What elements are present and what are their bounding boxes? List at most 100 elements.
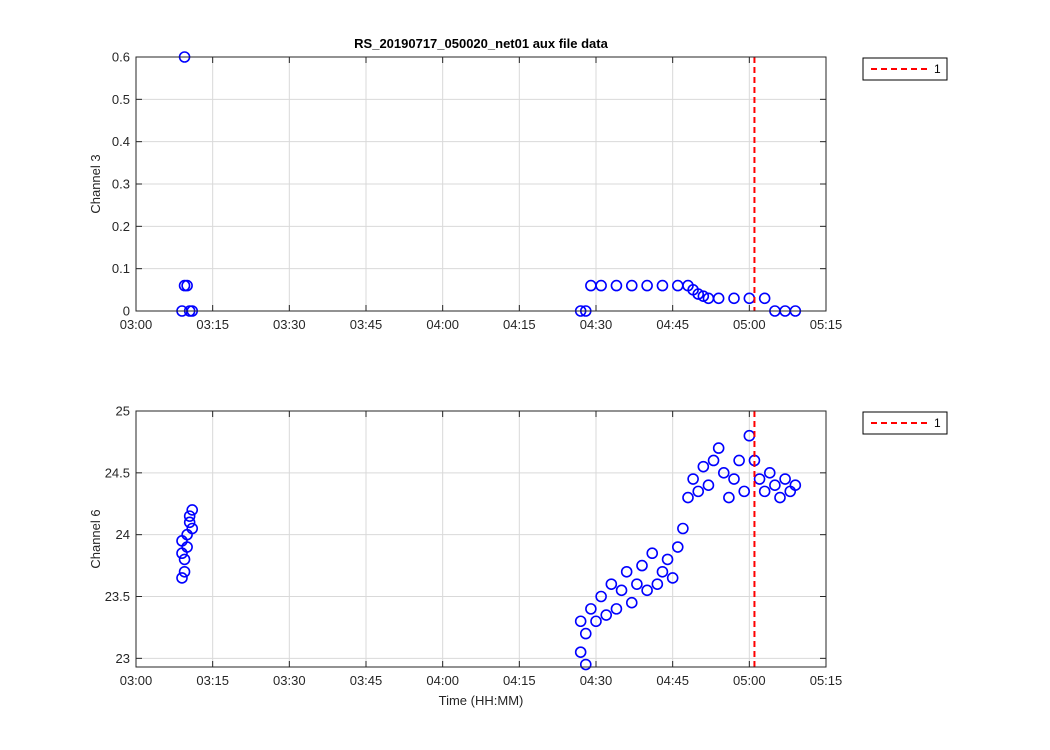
data-point	[717, 467, 730, 479]
data-point	[186, 504, 199, 516]
data-point	[181, 279, 193, 292]
data-point	[697, 460, 710, 473]
axes-frame-channel-6	[135, 410, 827, 668]
x-tick-label: 04:45	[656, 317, 689, 332]
data-point	[656, 565, 669, 578]
y-tick-label: 0.1	[112, 261, 130, 276]
data-point	[758, 485, 771, 498]
data-point	[610, 603, 623, 615]
x-tick-label: 03:00	[120, 673, 153, 688]
data-point	[774, 491, 786, 504]
y-tick-label: 0	[123, 304, 130, 319]
x-tick-label: 04:45	[656, 673, 689, 688]
data-point	[590, 615, 602, 628]
y-tick-label: 0.6	[112, 50, 130, 65]
y-axis-label-channel-6: Channel 6	[88, 509, 103, 568]
data-point	[728, 292, 740, 305]
data-point	[733, 454, 745, 467]
data-point	[753, 473, 766, 485]
data-point	[789, 479, 802, 492]
x-tick-label: 03:45	[350, 317, 383, 332]
data-point	[692, 485, 705, 498]
x-tick-label: 03:30	[273, 317, 306, 332]
axes-channel-6: 03:00 03:15 03:30 03:45 04:00 04:15 04:30 04:45…	[88, 404, 948, 708]
data-point	[723, 491, 735, 504]
data-point	[178, 553, 191, 566]
x-tick-label: 05:15	[810, 317, 843, 332]
x-tick-label: 04:15	[503, 673, 536, 688]
data-point	[600, 609, 613, 621]
data-point	[176, 572, 188, 584]
data-point	[692, 288, 705, 300]
data-point	[636, 559, 648, 572]
data-point	[697, 290, 710, 302]
y-tick-label: 0.2	[112, 219, 130, 234]
data-point	[620, 565, 633, 578]
x-tick-label: 03:15	[196, 673, 229, 688]
x-tick-label: 03:00	[120, 317, 153, 332]
data-point	[687, 473, 699, 485]
data-point	[682, 491, 694, 504]
data-point	[178, 565, 191, 578]
data-point	[579, 627, 592, 640]
y-tick-label: 0.4	[112, 134, 130, 149]
grid-channel-6	[135, 410, 827, 667]
data-point	[702, 479, 715, 492]
data-point	[605, 578, 618, 590]
x-tick-label: 05:00	[733, 673, 766, 688]
data-point	[707, 454, 720, 467]
y-tick-label: 23	[116, 651, 130, 666]
y-tick-label: 0.3	[112, 177, 130, 192]
data-point	[712, 292, 725, 305]
data-point	[677, 522, 689, 535]
y-axis-ticks-channel-6: 23 23.5 24 24.5 25	[105, 404, 826, 666]
data-point	[641, 279, 653, 292]
data-point	[595, 279, 607, 292]
data-point	[631, 578, 643, 590]
x-tick-label: 05:00	[733, 317, 766, 332]
data-point	[183, 516, 196, 529]
axes-frame-channel-3	[135, 56, 827, 312]
legend-channel-6: 1	[862, 411, 948, 435]
figure-title: RS_20190717_050020_net01 aux file data	[354, 36, 608, 51]
x-tick-label: 03:30	[273, 673, 306, 688]
data-point	[641, 584, 653, 597]
y-tick-label: 25	[116, 404, 130, 419]
y-tick-label: 23.5	[105, 589, 130, 604]
data-point	[585, 603, 597, 615]
x-tick-label: 04:30	[580, 317, 613, 332]
x-tick-label: 04:30	[580, 673, 613, 688]
data-point	[610, 279, 623, 292]
data-point	[763, 467, 776, 479]
scatter-points-channel-6	[176, 429, 802, 671]
data-point	[186, 522, 199, 535]
x-axis-label-channel-6: Time (HH:MM)	[439, 693, 524, 708]
data-point	[758, 292, 771, 305]
x-tick-label: 04:15	[503, 317, 536, 332]
x-tick-label: 04:00	[426, 673, 459, 688]
data-point	[779, 473, 791, 485]
data-point	[661, 553, 674, 566]
data-point	[625, 279, 638, 292]
data-point	[738, 485, 751, 498]
data-point	[181, 541, 193, 553]
data-point	[656, 279, 669, 292]
data-point	[574, 646, 587, 658]
data-point	[769, 479, 781, 492]
data-point	[579, 658, 592, 671]
y-tick-label: 0.5	[112, 92, 130, 107]
y-tick-label: 24	[116, 527, 130, 542]
x-tick-label: 03:15	[196, 317, 229, 332]
data-point	[183, 510, 196, 522]
data-point	[595, 590, 607, 603]
legend-entry-label: 1	[934, 62, 941, 76]
data-point	[651, 578, 664, 590]
data-point	[712, 442, 725, 454]
data-point	[671, 541, 684, 553]
data-point	[574, 615, 587, 628]
x-tick-label: 04:00	[426, 317, 459, 332]
data-point	[625, 596, 638, 609]
data-point	[615, 584, 628, 597]
